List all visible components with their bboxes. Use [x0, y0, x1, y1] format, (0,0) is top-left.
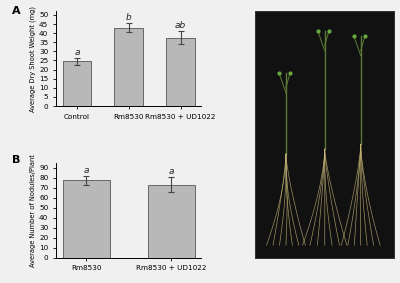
Bar — [148, 185, 195, 258]
Text: a: a — [169, 167, 174, 176]
Point — [326, 29, 332, 33]
Point — [276, 71, 282, 75]
Bar — [114, 28, 143, 106]
Text: B: B — [12, 155, 21, 165]
Bar — [63, 61, 91, 106]
Point — [287, 71, 293, 75]
Point — [314, 29, 321, 33]
Text: ab: ab — [175, 21, 186, 30]
Text: A: A — [12, 6, 21, 16]
Y-axis label: Average Number of Nodules/Plant: Average Number of Nodules/Plant — [30, 154, 36, 267]
Bar — [63, 180, 110, 258]
Y-axis label: Average Dry Shoot Weight (mg): Average Dry Shoot Weight (mg) — [30, 6, 36, 112]
Text: a: a — [74, 48, 80, 57]
Point — [351, 34, 357, 38]
Text: C: C — [247, 0, 255, 1]
Text: a: a — [83, 166, 89, 175]
Text: b: b — [126, 13, 132, 22]
Point — [362, 34, 368, 38]
Bar — [166, 38, 195, 106]
